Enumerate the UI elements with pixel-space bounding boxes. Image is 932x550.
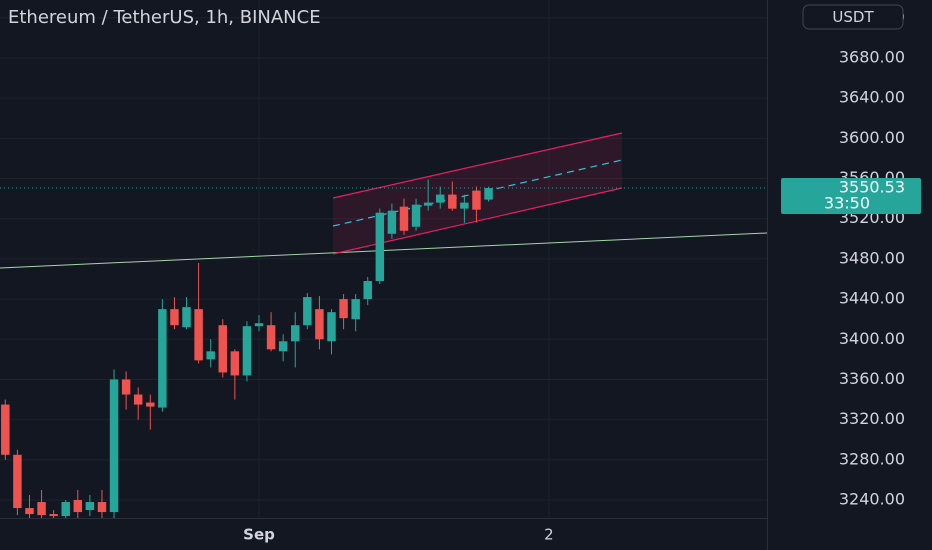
- candle-body: [303, 297, 312, 326]
- candle-body: [484, 188, 493, 200]
- candle-body: [25, 508, 34, 515]
- x-tick-label: 2: [544, 526, 554, 544]
- candle-body: [206, 351, 215, 360]
- y-tick-label: 3280.00: [839, 449, 905, 468]
- candle-body: [435, 194, 445, 203]
- candle-body: [291, 325, 300, 342]
- chart-title: Ethereum / TetherUS, 1h, BINANCE: [8, 7, 321, 28]
- y-tick-label: 3640.00: [839, 88, 905, 107]
- candle-body: [170, 309, 179, 326]
- candle-body: [339, 299, 348, 319]
- y-tick-label: 3440.00: [839, 289, 905, 308]
- grid: [0, 0, 767, 518]
- candle-body: [121, 379, 131, 395]
- candle-body: [399, 206, 409, 231]
- candle-body: [387, 210, 397, 234]
- candle-body: [254, 323, 264, 327]
- candle-body: [242, 326, 252, 376]
- candle-body: [109, 379, 119, 513]
- candle-body: [411, 204, 421, 227]
- y-tick-label: 3240.00: [839, 490, 905, 509]
- last-price-label: 3550.53: [839, 178, 905, 197]
- candle-body: [363, 281, 372, 300]
- x-tick-label: Sep: [243, 526, 275, 544]
- candle-body: [133, 394, 143, 405]
- y-tick-label: 3400.00: [839, 329, 905, 348]
- candle-body: [460, 202, 469, 209]
- candle-body: [1, 404, 10, 455]
- candle-body: [423, 202, 433, 206]
- candle-body: [61, 502, 70, 517]
- candle-body: [194, 309, 203, 361]
- y-tick-label: 3320.00: [839, 409, 905, 428]
- channel-upper: [332, 132, 623, 199]
- candle-body: [182, 307, 191, 328]
- candle-body: [375, 212, 385, 282]
- candle-body: [327, 312, 336, 342]
- candle-body: [73, 500, 83, 513]
- candle-body: [448, 194, 457, 209]
- countdown: 33:50: [824, 194, 870, 213]
- candle-body: [266, 325, 276, 350]
- y-tick-label: 3360.00: [839, 369, 905, 388]
- last-price-box: [781, 178, 921, 215]
- candle-body: [315, 309, 324, 340]
- y-tick-label: 3600.00: [839, 128, 905, 147]
- candle-body: [230, 351, 240, 376]
- currency-button[interactable]: [802, 4, 904, 30]
- candle-body: [49, 514, 58, 517]
- candle-body: [218, 325, 227, 373]
- y-tick-label: 3480.00: [839, 248, 905, 267]
- candle-body: [85, 502, 95, 511]
- candles: [1, 179, 493, 519]
- candle-body: [278, 341, 288, 352]
- y-tick-label: 3680.00: [839, 47, 905, 66]
- candle-body: [351, 299, 360, 320]
- candle-body: [158, 309, 167, 408]
- candle-body: [13, 454, 22, 509]
- candle-body: [472, 190, 481, 210]
- candle-body: [146, 402, 155, 407]
- candle-body: [97, 502, 107, 513]
- candle-body: [37, 502, 46, 516]
- currency-label[interactable]: USDT: [832, 8, 874, 26]
